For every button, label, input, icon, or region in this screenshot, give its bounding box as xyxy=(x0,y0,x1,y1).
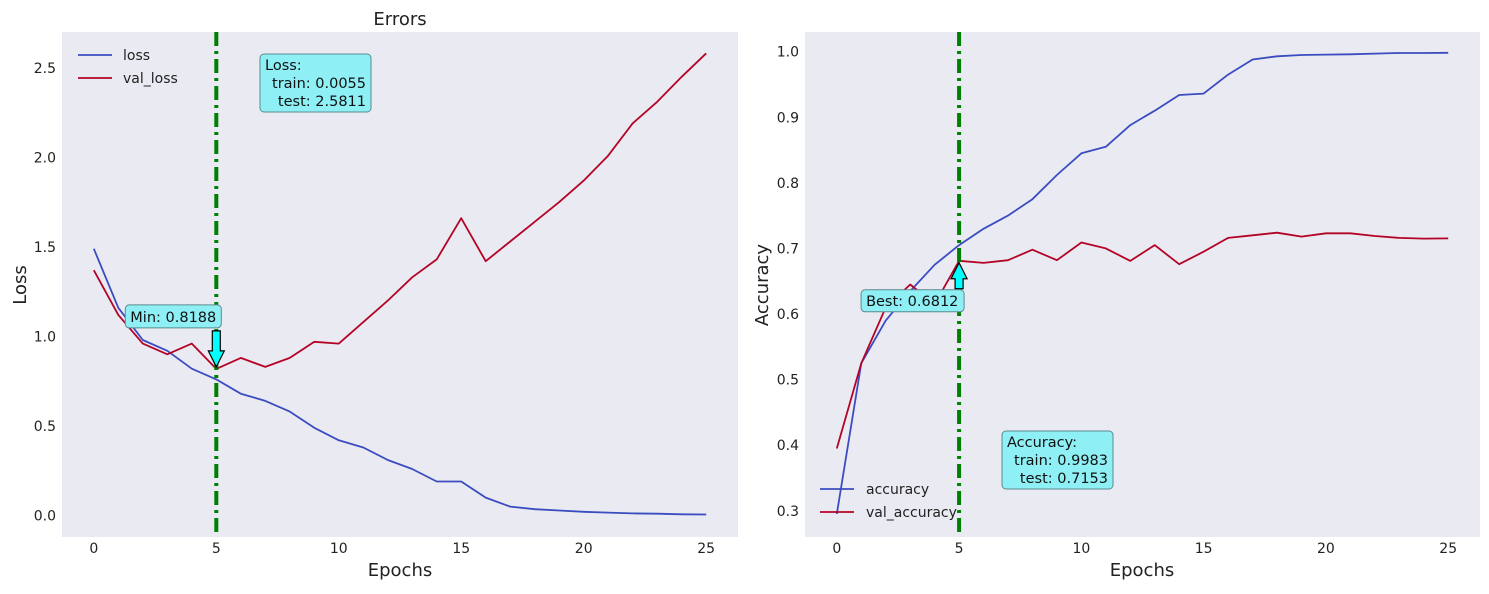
loss-x-tick-label: 5 xyxy=(212,541,221,557)
accuracy-chart: Epochs Accuracy 0 5 10 15 20 25 0.30.40.50.60… xyxy=(752,32,1480,581)
accuracy-y-tick-label: 0.6 xyxy=(777,307,799,323)
accuracy-x-tick-label: 25 xyxy=(1439,541,1457,557)
loss-x-tick-label: 10 xyxy=(330,541,348,557)
accuracy-y-tick-label: 0.5 xyxy=(777,373,799,389)
legend-label-loss: loss xyxy=(123,48,150,64)
accuracy-x-tick-label: 0 xyxy=(832,541,841,557)
loss-series-loss xyxy=(92,248,707,516)
loss-min-marker: Min: 0.8188 xyxy=(124,304,226,369)
accuracy-y-tick-label: 0.3 xyxy=(777,504,799,520)
loss-info-box-bg xyxy=(259,53,372,113)
loss-y-tick-label: 0.5 xyxy=(34,419,56,435)
accuracy-x-tick-label: 10 xyxy=(1072,541,1090,557)
accuracy-y-tick-label: 0.9 xyxy=(777,110,799,126)
loss-y-axis-label: Loss xyxy=(10,265,31,304)
loss-y-tick-label: 1.0 xyxy=(34,329,56,345)
legend-label-val-accuracy: val_accuracy xyxy=(866,505,957,521)
loss-series-val-loss xyxy=(93,52,707,370)
loss-info-title: Loss: xyxy=(265,58,302,74)
loss-plot-area xyxy=(62,32,738,537)
loss-x-ticks: 0 5 10 15 20 25 xyxy=(89,541,715,557)
loss-chart-title: Errors xyxy=(373,9,426,30)
loss-legend: loss val_loss xyxy=(78,48,178,87)
accuracy-legend: accuracy val_accuracy xyxy=(820,482,957,521)
accuracy-info-title: Accuracy: xyxy=(1007,435,1077,451)
loss-x-tick-label: 0 xyxy=(89,541,98,557)
accuracy-y-tick-label: 0.7 xyxy=(777,241,799,257)
accuracy-info-box-bg xyxy=(1001,430,1114,490)
accuracy-y-tick-label: 0.4 xyxy=(777,438,799,454)
accuracy-info-train: train: 0.9983 xyxy=(1014,453,1108,469)
loss-x-tick-label: 15 xyxy=(452,541,470,557)
accuracy-x-ticks: 0 5 10 15 20 25 xyxy=(832,541,1457,557)
accuracy-y-tick-label: 0.8 xyxy=(777,176,799,192)
loss-y-tick-label: 2.0 xyxy=(34,150,56,166)
accuracy-y-axis-label: Accuracy xyxy=(752,244,773,327)
accuracy-x-axis-label: Epochs xyxy=(1110,560,1175,581)
accuracy-x-tick-label: 20 xyxy=(1317,541,1335,557)
accuracy-best-marker: Best: 0.6812 xyxy=(860,261,969,313)
accuracy-info-test: test: 0.7153 xyxy=(1020,471,1108,487)
loss-min-label-box xyxy=(124,304,222,329)
loss-info-train: train: 0.0055 xyxy=(272,76,366,92)
accuracy-y-tick-label: 1.0 xyxy=(777,45,799,61)
loss-series-lines xyxy=(92,52,707,516)
loss-info-box: Loss: train: 0.0055 test: 2.5811 xyxy=(259,53,372,113)
loss-chart: Errors Epochs Loss 0 5 10 15 20 25 0.0 0.5 1.0 1… xyxy=(10,9,738,581)
loss-x-tick-label: 25 xyxy=(697,541,715,557)
legend-label-accuracy: accuracy xyxy=(866,482,929,498)
accuracy-plot-area xyxy=(805,32,1480,537)
loss-y-tick-label: 2.5 xyxy=(34,61,56,77)
loss-y-ticks: 0.0 0.5 1.0 1.5 2.0 2.5 xyxy=(34,61,56,525)
loss-min-label: Min: 0.8188 xyxy=(130,310,216,326)
accuracy-series-accuracy xyxy=(835,51,1449,515)
legend-label-val-loss: val_loss xyxy=(123,71,178,87)
loss-min-arrow-icon xyxy=(207,330,226,369)
accuracy-x-tick-label: 15 xyxy=(1195,541,1213,557)
loss-y-tick-label: 1.5 xyxy=(34,240,56,256)
accuracy-best-label-box xyxy=(860,289,965,313)
loss-info-test: test: 2.5811 xyxy=(278,94,366,110)
accuracy-x-tick-label: 5 xyxy=(955,541,964,557)
accuracy-best-label: Best: 0.6812 xyxy=(866,294,958,310)
accuracy-best-arrow-icon xyxy=(950,261,969,290)
loss-x-axis-label: Epochs xyxy=(368,560,433,581)
loss-x-tick-label: 20 xyxy=(575,541,593,557)
accuracy-info-box: Accuracy: train: 0.9983 test: 0.7153 xyxy=(1001,430,1114,490)
accuracy-y-ticks: 0.3 0.4 0.5 0.6 0.7 0.8 0.9 1.0 xyxy=(777,45,799,520)
loss-y-tick-label: 0.0 xyxy=(34,509,56,525)
